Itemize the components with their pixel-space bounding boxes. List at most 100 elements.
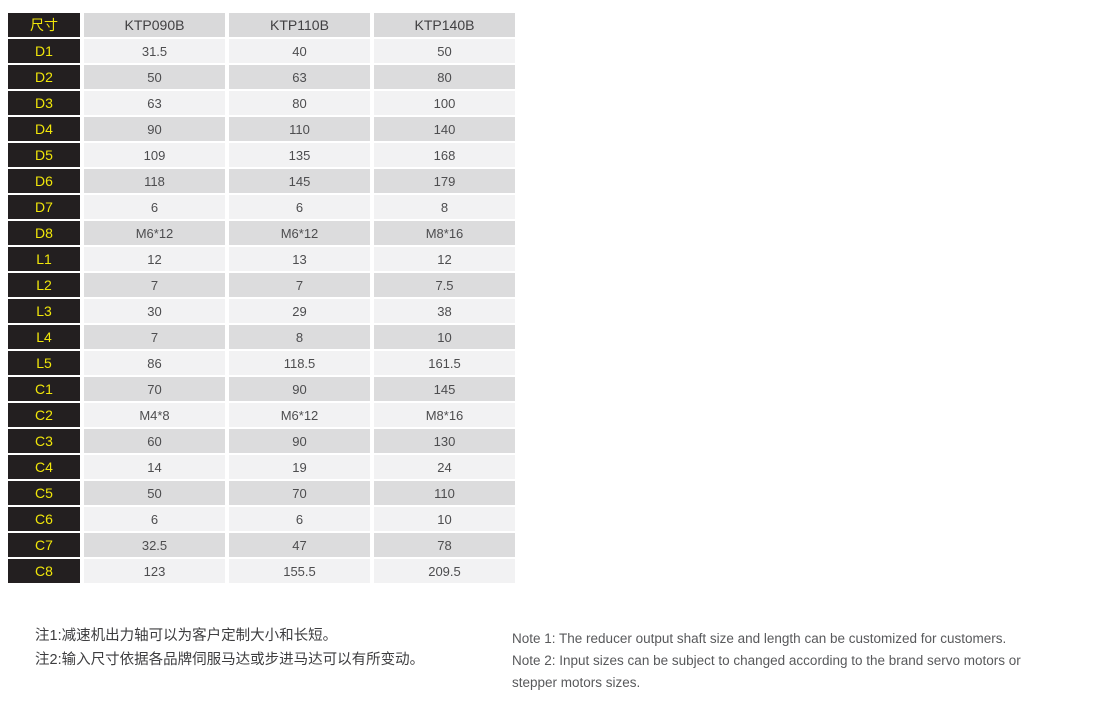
row-label: L5 (8, 351, 80, 375)
table-row: L1 12 13 12 (8, 247, 515, 271)
table-row: C1 70 90 145 (8, 377, 515, 401)
cell-value: 10 (374, 507, 515, 531)
cell-value: 50 (84, 481, 225, 505)
table-row: L5 86 118.5 161.5 (8, 351, 515, 375)
notes-chinese: 注1:减速机出力轴可以为客户定制大小和长短。 注2:输入尺寸依据各品牌伺服马达或… (35, 624, 424, 672)
cell-value: 24 (374, 455, 515, 479)
cell-value: 7.5 (374, 273, 515, 297)
cell-value: 19 (229, 455, 370, 479)
note-cn-1: 注1:减速机出力轴可以为客户定制大小和长短。 (35, 628, 338, 644)
column-header-ktp110b: KTP110B (229, 13, 370, 37)
cell-value: 63 (229, 65, 370, 89)
table-row: D3 63 80 100 (8, 91, 515, 115)
cell-value: 209.5 (374, 559, 515, 583)
size-header-cell: 尺寸 (8, 13, 80, 37)
cell-value: 8 (229, 325, 370, 349)
row-label: C6 (8, 507, 80, 531)
cell-value: 78 (374, 533, 515, 557)
cell-value: 80 (374, 65, 515, 89)
row-label: D5 (8, 143, 80, 167)
cell-value: 155.5 (229, 559, 370, 583)
row-label: C3 (8, 429, 80, 453)
cell-value: 12 (84, 247, 225, 271)
table-row: C2 M4*8 M6*12 M8*16 (8, 403, 515, 427)
cell-value: 8 (374, 195, 515, 219)
cell-value: 109 (84, 143, 225, 167)
row-label: D4 (8, 117, 80, 141)
cell-value: 31.5 (84, 39, 225, 63)
table-row: D8 M6*12 M6*12 M8*16 (8, 221, 515, 245)
table-row: C7 32.5 47 78 (8, 533, 515, 557)
cell-value: 130 (374, 429, 515, 453)
row-label: L4 (8, 325, 80, 349)
cell-value: M6*12 (84, 221, 225, 245)
cell-value: 80 (229, 91, 370, 115)
table-row: D7 6 6 8 (8, 195, 515, 219)
cell-value: 6 (229, 507, 370, 531)
cell-value: 145 (374, 377, 515, 401)
table-row: D5 109 135 168 (8, 143, 515, 167)
cell-value: 7 (229, 273, 370, 297)
table-row: C6 6 6 10 (8, 507, 515, 531)
cell-value: M8*16 (374, 403, 515, 427)
table-row: L3 30 29 38 (8, 299, 515, 323)
row-label: L2 (8, 273, 80, 297)
table-header-row: 尺寸 KTP090B KTP110B KTP140B (8, 13, 515, 37)
cell-value: 90 (84, 117, 225, 141)
table-row: D1 31.5 40 50 (8, 39, 515, 63)
cell-value: 100 (374, 91, 515, 115)
row-label: D8 (8, 221, 80, 245)
row-label: C2 (8, 403, 80, 427)
cell-value: 7 (84, 273, 225, 297)
cell-value: 14 (84, 455, 225, 479)
cell-value: 50 (374, 39, 515, 63)
cell-value: 118 (84, 169, 225, 193)
cell-value: 12 (374, 247, 515, 271)
note-en-1: Note 1: The reducer output shaft size an… (512, 631, 1007, 646)
cell-value: 7 (84, 325, 225, 349)
cell-value: M4*8 (84, 403, 225, 427)
table-row: C8 123 155.5 209.5 (8, 559, 515, 583)
row-label: D7 (8, 195, 80, 219)
cell-value: 63 (84, 91, 225, 115)
cell-value: 123 (84, 559, 225, 583)
column-header-ktp140b: KTP140B (374, 13, 515, 37)
cell-value: 38 (374, 299, 515, 323)
cell-value: 6 (84, 195, 225, 219)
row-label: L3 (8, 299, 80, 323)
dimensions-table: 尺寸 KTP090B KTP110B KTP140B D1 31.5 40 50… (4, 11, 519, 585)
row-label: D1 (8, 39, 80, 63)
cell-value: 70 (229, 481, 370, 505)
cell-value: M6*12 (229, 221, 370, 245)
row-label: D3 (8, 91, 80, 115)
cell-value: 32.5 (84, 533, 225, 557)
row-label: L1 (8, 247, 80, 271)
cell-value: 10 (374, 325, 515, 349)
cell-value: 168 (374, 143, 515, 167)
cell-value: M6*12 (229, 403, 370, 427)
table-row: L2 7 7 7.5 (8, 273, 515, 297)
cell-value: 70 (84, 377, 225, 401)
cell-value: 90 (229, 429, 370, 453)
row-label: D2 (8, 65, 80, 89)
cell-value: 140 (374, 117, 515, 141)
cell-value: 110 (374, 481, 515, 505)
row-label: C8 (8, 559, 80, 583)
cell-value: 29 (229, 299, 370, 323)
cell-value: 179 (374, 169, 515, 193)
row-label: C4 (8, 455, 80, 479)
cell-value: 30 (84, 299, 225, 323)
table-row: D6 118 145 179 (8, 169, 515, 193)
cell-value: 6 (84, 507, 225, 531)
cell-value: 50 (84, 65, 225, 89)
note-en-2: Note 2: Input sizes can be subject to ch… (512, 653, 1021, 690)
row-label: C1 (8, 377, 80, 401)
cell-value: 118.5 (229, 351, 370, 375)
table-row: L4 7 8 10 (8, 325, 515, 349)
notes-english: Note 1: The reducer output shaft size an… (512, 628, 1057, 694)
cell-value: 60 (84, 429, 225, 453)
cell-value: 90 (229, 377, 370, 401)
table-row: C5 50 70 110 (8, 481, 515, 505)
table-row: D2 50 63 80 (8, 65, 515, 89)
